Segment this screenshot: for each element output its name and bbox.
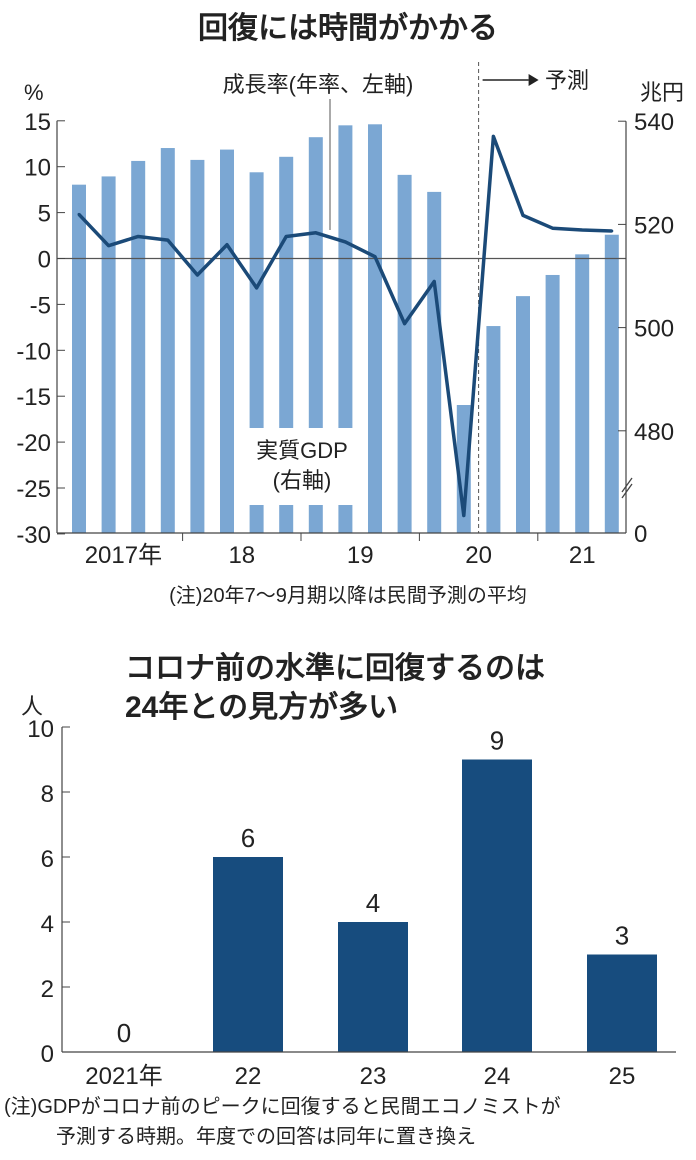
gdp-bar — [545, 274, 560, 533]
axis-break-icon — [621, 477, 633, 493]
axis-break-icon — [621, 483, 633, 499]
bar-series-label: 実質GDP — [256, 438, 348, 463]
growth-rate-point — [255, 286, 259, 290]
growth-rate-point — [551, 226, 555, 230]
right-tick-label: 540 — [634, 109, 674, 136]
x-tick-label: 20 — [465, 542, 492, 569]
gdp-bar — [486, 326, 501, 533]
left-tick-label: 0 — [38, 247, 51, 274]
right-tick-label: 0 — [634, 521, 647, 548]
left-tick-label: -5 — [30, 292, 51, 319]
x-tick-label: 25 — [609, 1063, 636, 1090]
y-tick-label: 8 — [41, 781, 54, 808]
x-tick-label: 23 — [360, 1063, 387, 1090]
chart1-note: (注)20年7～9月期以降は民間予測の平均 — [169, 584, 527, 607]
bar-value-label: 3 — [615, 921, 629, 951]
forecast-arrow-head — [528, 74, 539, 86]
gdp-bar — [101, 176, 116, 534]
bar-value-label: 6 — [241, 823, 255, 853]
x-tick-label: 18 — [228, 542, 255, 569]
y-tick-label: 0 — [41, 1041, 54, 1068]
bar-value-label: 0 — [117, 1018, 131, 1048]
gdp-bar — [72, 184, 86, 533]
gdp-bar — [516, 296, 530, 533]
left-tick-label: -30 — [16, 522, 51, 549]
growth-rate-point — [373, 255, 377, 259]
chart2-ylabel: 人 — [21, 694, 43, 719]
line-series-label: 成長率(年率、左軸) — [223, 72, 414, 97]
left-tick-label: 5 — [38, 201, 51, 228]
gdp-bar — [427, 191, 442, 533]
chart2-note-line2: 予測する時期。年度での回答は同年に置き換え — [56, 1125, 476, 1148]
growth-rate-point — [491, 134, 495, 138]
y-tick-label: 6 — [41, 846, 54, 873]
bar-series-axis-note: (右軸) — [273, 468, 332, 493]
gdp-bar — [160, 148, 175, 534]
count-bar — [462, 759, 532, 1052]
chart2-title-line2: 24年との見方が多い — [125, 690, 398, 724]
left-tick-label: -20 — [16, 430, 51, 457]
gdp-bar — [575, 254, 590, 533]
y-tick-label: 4 — [41, 911, 54, 938]
x-tick-label: 2017年 — [85, 542, 162, 569]
gdp-bar — [397, 174, 412, 533]
growth-rate-point — [432, 279, 436, 283]
left-axis-unit: % — [24, 80, 44, 105]
gdp-bar — [190, 159, 205, 533]
growth-rate-point — [225, 243, 229, 247]
gdp-bar — [220, 149, 234, 533]
x-tick-label: 24 — [484, 1063, 511, 1090]
chart2-title-line1: コロナ前の水準に回復するのは — [125, 651, 545, 685]
growth-rate-point — [77, 212, 81, 216]
chart2-note-line1: (注)GDPがコロナ前のピークに回復すると民間エコノミストが — [4, 1095, 561, 1118]
left-tick-label: 15 — [24, 109, 51, 136]
left-tick-label: 10 — [24, 155, 51, 182]
x-tick-label: 2021年 — [85, 1063, 162, 1090]
x-tick-label: 19 — [347, 542, 374, 569]
left-tick-label: -15 — [16, 384, 51, 411]
bar-label-gap — [248, 428, 354, 505]
growth-rate-point — [610, 229, 614, 233]
x-tick-label: 21 — [569, 542, 596, 569]
chart1-title: 回復には時間がかかる — [198, 11, 498, 45]
right-tick-label: 500 — [634, 316, 674, 343]
gdp-bar — [604, 234, 619, 533]
growth-rate-point — [403, 322, 407, 326]
y-tick-label: 2 — [41, 976, 54, 1003]
growth-rate-point — [314, 231, 318, 235]
growth-rate-point — [284, 234, 288, 238]
growth-rate-point — [521, 213, 525, 217]
growth-rate-point — [343, 240, 347, 244]
y-tick-label: 10 — [27, 716, 54, 743]
forecast-label: 予測 — [545, 68, 589, 93]
growth-rate-point — [195, 273, 199, 277]
growth-rate-point — [107, 244, 111, 248]
left-tick-label: -25 — [16, 476, 51, 503]
growth-rate-point — [166, 238, 170, 242]
count-bar — [338, 922, 408, 1052]
right-tick-label: 520 — [634, 212, 674, 239]
left-tick-label: -10 — [16, 338, 51, 365]
right-tick-label: 480 — [634, 419, 674, 446]
bar-value-label: 4 — [366, 888, 380, 918]
gdp-bar — [131, 160, 146, 533]
bar-value-label: 9 — [490, 726, 504, 756]
growth-rate-point — [136, 234, 140, 238]
right-axis-unit: 兆円 — [640, 80, 684, 105]
x-tick-label: 22 — [235, 1063, 262, 1090]
gdp-bar — [368, 124, 382, 534]
count-bar — [213, 857, 283, 1052]
growth-rate-point — [462, 514, 466, 518]
count-bar — [587, 954, 657, 1052]
growth-rate-point — [580, 228, 584, 232]
